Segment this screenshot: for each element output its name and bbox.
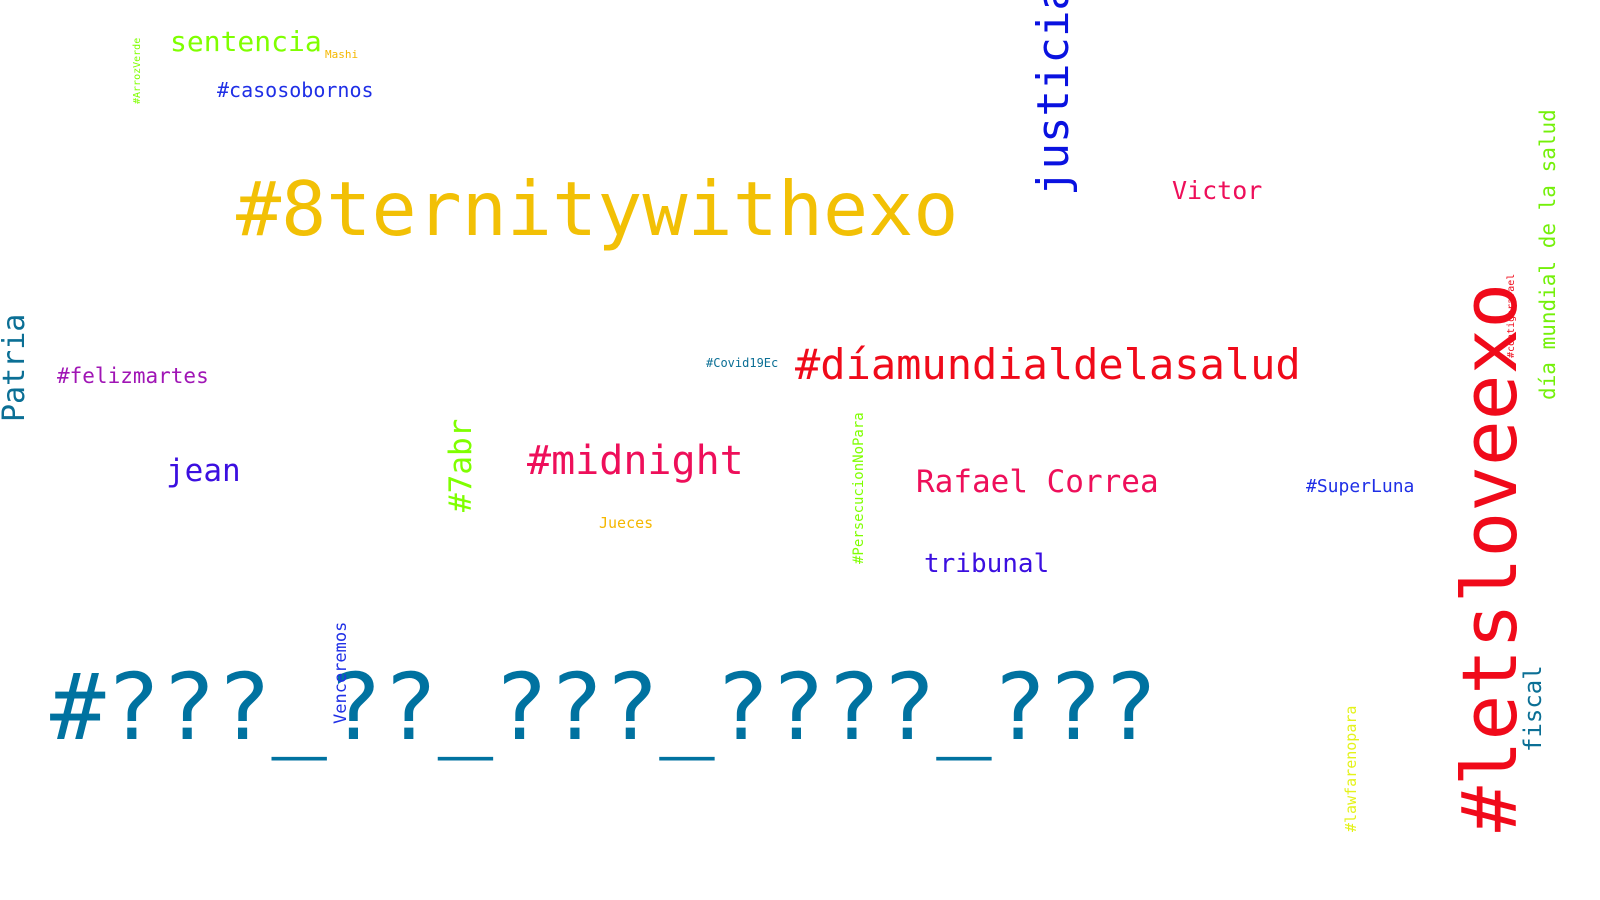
word-casosobornos: #casosobornos	[217, 78, 374, 102]
word-arrozverde: #ArrozVerde	[132, 37, 143, 104]
word-justicia: justicia	[1028, 0, 1079, 196]
word-mashi: Mashi	[325, 48, 359, 61]
word-8ternitywithexo: #8ternitywithexo	[236, 165, 959, 253]
word-superluna: #SuperLuna	[1306, 476, 1415, 497]
word-7abr: #7abr	[443, 418, 479, 512]
word-jueces: Jueces	[599, 514, 654, 532]
word-fiscal: fiscal	[1519, 665, 1547, 752]
word-sentencia: sentencia	[170, 25, 322, 58]
word-rafael-correa: Rafael Correa	[916, 464, 1159, 500]
word-letsloveexo: #letsloveexo	[1445, 282, 1534, 832]
word-venceremos: Venceremos	[331, 621, 351, 724]
word-covid19ec: #Covid19Ec	[706, 356, 779, 370]
word-felizmartes: #felizmartes	[57, 364, 209, 388]
word-midnight: #midnight	[527, 438, 744, 484]
word-diamundialdelasalud: #díamundialdelasalud	[795, 340, 1301, 389]
word-patria: Patria	[0, 313, 32, 422]
word-korean-hashtag: #???_??_???_????_???	[50, 654, 1158, 761]
word-contigorafael: #contigorafael	[1506, 273, 1517, 358]
word-jean: jean	[166, 453, 241, 489]
word-tribunal: tribunal	[924, 549, 1050, 579]
word-victor: Victor	[1172, 176, 1263, 205]
word-persecucionnopara: #PersecucionNoPara	[851, 412, 867, 564]
word-dia-mundial-de-la-salud: día mundial de la salud	[1536, 109, 1560, 400]
word-lawfarenopara: #lawfarenopara	[1342, 705, 1360, 832]
